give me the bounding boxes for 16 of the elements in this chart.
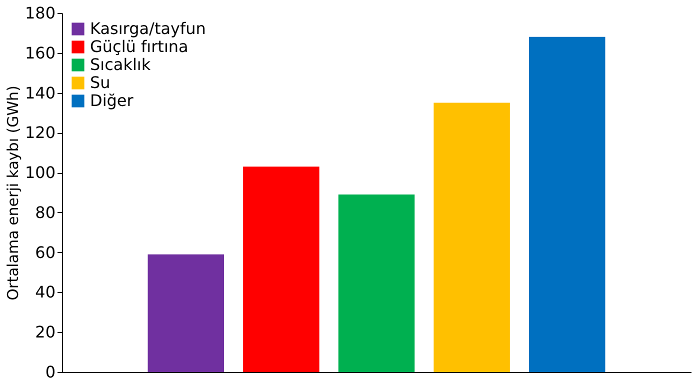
y-tick-label: 40 <box>35 282 56 302</box>
y-tick-label: 20 <box>35 322 56 342</box>
y-tick-label: 120 <box>24 123 56 142</box>
y-tick-label: 140 <box>24 83 56 102</box>
legend-label: Güçlü fırtına <box>90 37 188 56</box>
legend-label: Diğer <box>90 91 134 110</box>
y-axis-title: Ortalama enerji kaybı (GWh) <box>4 86 22 300</box>
y-tick-label: 100 <box>24 163 56 182</box>
legend-label: Kasırga/tayfun <box>90 19 206 38</box>
legend-label: Su <box>90 73 110 92</box>
y-tick-label: 180 <box>24 4 56 22</box>
y-tick-label: 80 <box>35 202 56 222</box>
y-tick-label: 0 <box>45 362 56 382</box>
y-tick-label: 160 <box>24 43 56 62</box>
y-tick-label: 60 <box>35 242 56 262</box>
legend-label: Sıcaklık <box>90 55 152 74</box>
